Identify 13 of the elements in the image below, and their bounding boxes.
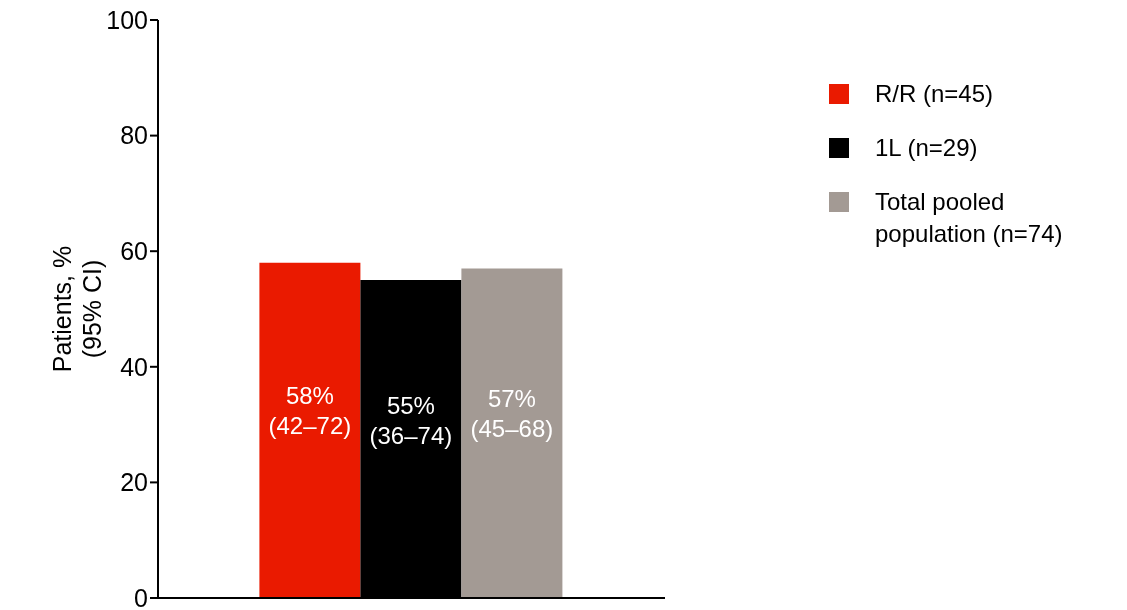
legend-label: Total pooled population (n=74) xyxy=(875,187,1064,249)
data-label: 55% (36–74) xyxy=(369,391,453,449)
y-tick-label: 100 xyxy=(106,5,148,34)
y-tick-label: 40 xyxy=(120,352,148,381)
y-tick-label: 60 xyxy=(120,237,148,266)
legend-label: 1L (n=29) xyxy=(875,133,978,163)
legend-label: R/R (n=45) xyxy=(875,79,994,109)
y-tick-label: 20 xyxy=(120,468,148,497)
data-label: 58% (42–72) xyxy=(268,381,352,439)
y-tick-label: 0 xyxy=(134,583,148,610)
y-axis-title: Patients, % (95% CI) xyxy=(48,245,106,373)
y-tick-label: 80 xyxy=(120,121,148,150)
data-label: 57% (45–68) xyxy=(470,384,554,442)
